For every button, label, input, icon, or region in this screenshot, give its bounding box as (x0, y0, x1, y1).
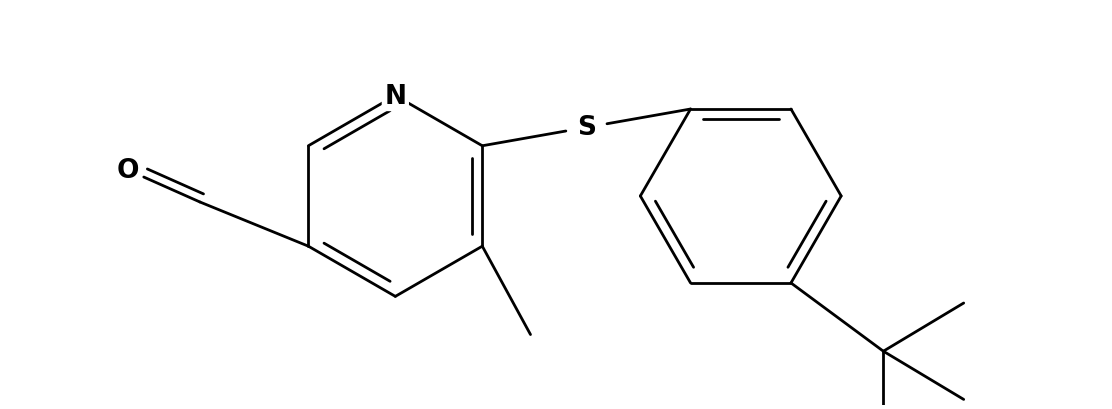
Text: N: N (385, 83, 406, 109)
Text: O: O (117, 157, 139, 183)
Text: S: S (577, 115, 596, 141)
